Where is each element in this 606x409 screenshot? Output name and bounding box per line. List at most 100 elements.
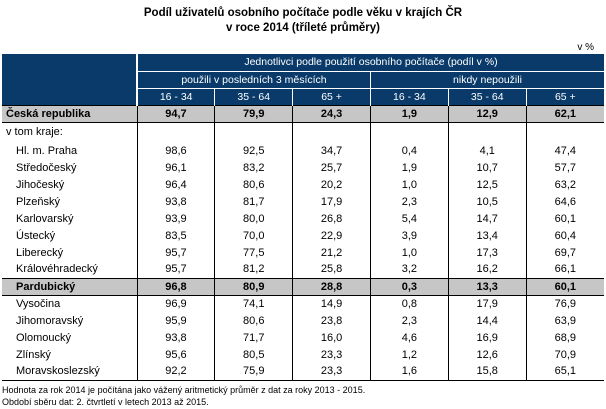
value-cell: 24,3	[292, 104, 371, 123]
title-line-2: v roce 2014 (tříleté průměry)	[225, 22, 381, 34]
table-row: Plzeňský 93,8 81,7 17,9 2,3 10,5 64,6	[2, 193, 604, 210]
table-row: Středočeský 96,1 83,2 25,7 1,9 10,7 57,7	[2, 159, 604, 176]
value-cell	[447, 122, 527, 142]
value-cell: 20,2	[292, 176, 371, 193]
table-row-summary: Česká republika 94,7 79,9 24,3 1,9 12,9 62,1	[2, 104, 604, 123]
value-cell: 21,2	[292, 244, 371, 261]
header-age-col: 35 - 64	[214, 87, 294, 105]
value-cell: 64,6	[525, 193, 604, 210]
value-cell: 25,7	[292, 159, 371, 176]
region-label-cell: Pardubický	[2, 277, 137, 296]
value-cell: 4,6	[369, 329, 449, 346]
value-cell: 12,5	[447, 176, 527, 193]
footnote-collection-period: Období sběru dat: 2. čtvrtletí v letech …	[2, 396, 209, 407]
region-label-cell: Hl. m. Praha	[16, 144, 78, 157]
region-label-cell: Česká republika	[2, 104, 137, 123]
value-cell: 62,1	[525, 104, 604, 123]
header-age-col: 35 - 64	[447, 87, 527, 105]
value-cell: 4,1	[447, 142, 527, 159]
value-cell: 15,8	[447, 363, 527, 381]
value-cell: 95,6	[136, 346, 215, 363]
region-label-cell: Královéhradecký	[16, 263, 98, 276]
value-cell: 16,2	[447, 261, 527, 278]
value-cell: 2,3	[369, 193, 449, 210]
value-cell	[525, 122, 604, 142]
value-cell	[136, 122, 215, 142]
value-cell: 60,4	[525, 227, 604, 244]
table-row: Moravskoslezský 92,2 75,9 23,3 1,6 15,8 65,1	[2, 363, 604, 381]
title-line-1: Podíl uživatelů osobního počítače podle …	[143, 7, 463, 19]
value-cell: 1,2	[369, 346, 449, 363]
value-cell: 12,6	[447, 346, 527, 363]
value-cell: 92,2	[136, 363, 215, 381]
header-row-group: Jednotlivci podle použití osobního počít…	[2, 54, 604, 105]
header-row-subgroups: použili v posledních 3 měsících nikdy ne…	[2, 70, 604, 89]
table-row: Hl. m. Praha 98,6 92,5 34,7 0,4 4,1 47,4	[2, 142, 604, 159]
value-cell: 93,8	[136, 193, 215, 210]
value-cell: 93,8	[136, 329, 215, 346]
table-row: Královéhradecký 95,7 81,2 25,8 3,2 16,2 66,1	[2, 261, 604, 278]
value-cell: 77,5	[214, 244, 293, 261]
table-row-section: v tom kraje:	[2, 122, 604, 142]
value-cell: 3,2	[369, 261, 449, 278]
table-row: Jihomoravský 95,9 80,6 23,8 2,3 14,4 63,9	[2, 312, 604, 329]
region-label-cell: Karlovarský	[16, 212, 74, 225]
value-cell: 13,3	[447, 277, 527, 296]
value-cell: 60,1	[525, 210, 604, 227]
table-row: Pardubický 96,8 80,9 28,8 0,3 13,3 60,1	[2, 277, 604, 296]
value-cell: 96,8	[136, 277, 215, 296]
region-label-cell: Jihočeský	[16, 178, 65, 191]
value-cell: 13,4	[447, 227, 527, 244]
region-label-cell: Ústecký	[16, 229, 56, 242]
value-cell: 23,8	[292, 312, 371, 329]
header-age-col: 65 +	[525, 87, 604, 105]
value-cell: 34,7	[292, 142, 371, 159]
table-row: Ústecký 83,5 70,0 22,9 3,9 13,4 60,4	[2, 227, 604, 244]
value-cell: 80,9	[214, 277, 293, 296]
value-cell: 23,3	[292, 346, 371, 363]
region-label-cell: Vysočina	[16, 297, 61, 310]
region-label-cell: Jihomoravský	[16, 314, 84, 327]
value-cell: 94,7	[136, 104, 215, 123]
value-cell: 12,9	[447, 104, 527, 123]
value-cell: 22,9	[292, 227, 371, 244]
table-row: Zlínský 95,6 80,5 23,3 1,2 12,6 70,9	[2, 346, 604, 363]
table-row: Vysočina 96,9 74,1 14,9 0,8 17,9 76,9	[2, 295, 604, 312]
unit-label: v %	[577, 42, 594, 53]
region-label-cell: Plzeňský	[16, 195, 61, 208]
region-label-cell: Moravskoslezský	[2, 363, 137, 381]
page-title: Podíl uživatelů osobního počítače podle …	[0, 6, 606, 36]
value-cell	[369, 122, 449, 142]
value-cell: 1,0	[369, 176, 449, 193]
table-row: Jihočeský 96,4 80,6 20,2 1,0 12,5 63,2	[2, 176, 604, 193]
header-subgroup-never: nikdy nepoužili	[369, 70, 604, 89]
value-cell: 3,9	[369, 227, 449, 244]
value-cell: 14,4	[447, 312, 527, 329]
header-subgroup-used: použili v posledních 3 měsících	[136, 70, 371, 89]
value-cell: 57,7	[525, 159, 604, 176]
value-cell: 10,7	[447, 159, 527, 176]
value-cell: 26,8	[292, 210, 371, 227]
region-label-cell: v tom kraje:	[6, 126, 63, 139]
value-cell: 16,0	[292, 329, 371, 346]
value-cell: 10,5	[447, 193, 527, 210]
footnote-methodology: Hodnota za rok 2014 je počítána jako váž…	[2, 384, 366, 395]
value-cell: 81,2	[214, 261, 293, 278]
value-cell	[292, 122, 371, 142]
value-cell: 17,9	[292, 193, 371, 210]
value-cell: 65,1	[525, 363, 604, 381]
value-cell: 1,9	[369, 159, 449, 176]
value-cell: 0,8	[369, 295, 449, 312]
header-row-ages: 16 - 34 35 - 64 65 + 16 - 34 35 - 64 65 …	[2, 87, 604, 105]
value-cell: 28,8	[292, 277, 371, 296]
value-cell: 79,9	[214, 104, 293, 123]
value-cell: 92,5	[214, 142, 293, 159]
value-cell: 17,3	[447, 244, 527, 261]
header-age-col: 65 +	[292, 87, 371, 105]
value-cell: 16,9	[447, 329, 527, 346]
footnotes: Hodnota za rok 2014 je počítána jako váž…	[2, 384, 604, 408]
table-row: Liberecký 95,7 77,5 21,2 1,0 17,3 69,7	[2, 244, 604, 261]
value-cell: 74,1	[214, 295, 293, 312]
value-cell: 80,0	[214, 210, 293, 227]
value-cell: 1,9	[369, 104, 449, 123]
